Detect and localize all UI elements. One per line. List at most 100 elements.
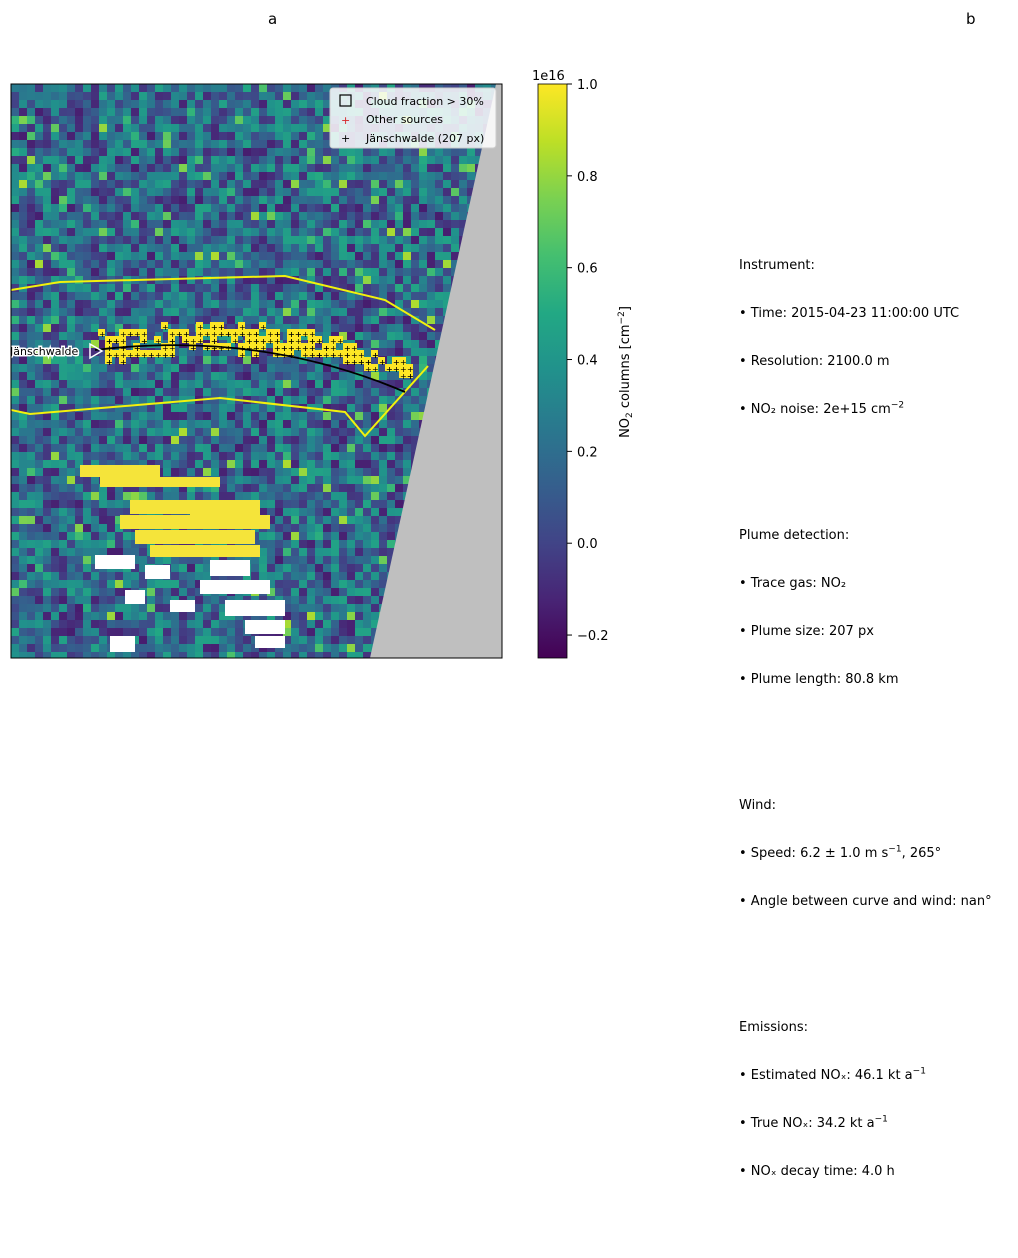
field-cell [211, 108, 219, 116]
plume-pixel [357, 350, 364, 357]
field-cell [187, 116, 195, 124]
field-cell [123, 612, 131, 620]
field-cell [99, 324, 107, 332]
field-cell [67, 396, 75, 404]
field-cell [187, 412, 195, 420]
field-cell [379, 284, 387, 292]
field-cell [355, 500, 363, 508]
colorbar-tick-label: 0.2 [577, 445, 598, 460]
field-cell [155, 604, 163, 612]
field-cell [51, 196, 59, 204]
field-cell [299, 372, 307, 380]
field-cell [155, 492, 163, 500]
field-cell [387, 212, 395, 220]
field-cell [323, 516, 331, 524]
field-cell [107, 324, 115, 332]
field-cell [203, 452, 211, 460]
plume-marker: + [239, 323, 246, 332]
field-cell [99, 452, 107, 460]
field-cell [203, 468, 211, 476]
field-cell [171, 564, 179, 572]
field-cell [83, 596, 91, 604]
field-cell [107, 268, 115, 276]
plume-pixel [231, 329, 238, 336]
field-cell [227, 388, 235, 396]
field-cell [131, 244, 139, 252]
field-cell [235, 196, 243, 204]
field-cell [283, 484, 291, 492]
field-cell [323, 396, 331, 404]
field-cell [299, 92, 307, 100]
field-cell [259, 364, 267, 372]
field-cell [355, 404, 363, 412]
field-cell [43, 372, 51, 380]
plume-marker: + [393, 365, 400, 374]
field-cell [283, 316, 291, 324]
field-cell [11, 516, 19, 524]
colorbar-scale-label: 1e16 [532, 69, 565, 84]
field-cell [235, 484, 243, 492]
plume-marker: + [134, 344, 141, 353]
instrument-block: Instrument: • Time: 2015-04-23 11:00:00 … [739, 226, 992, 450]
plume-marker: + [141, 330, 148, 339]
plume-pixel [392, 364, 399, 371]
field-cell [83, 372, 91, 380]
field-cell [131, 620, 139, 628]
field-cell [163, 108, 171, 116]
field-cell [155, 108, 163, 116]
field-cell [355, 428, 363, 436]
field-cell [259, 492, 267, 500]
field-cell [139, 324, 147, 332]
field-cell [123, 172, 131, 180]
field-cell [235, 388, 243, 396]
field-cell [355, 332, 363, 340]
field-cell [99, 604, 107, 612]
field-cell [35, 652, 43, 658]
field-cell [371, 564, 379, 572]
field-cell [355, 604, 363, 612]
field-cell [291, 196, 299, 204]
field-cell [419, 220, 427, 228]
field-cell [251, 156, 259, 164]
field-cell [67, 156, 75, 164]
field-cell [267, 524, 275, 532]
field-cell [243, 420, 251, 428]
field-cell [315, 316, 323, 324]
field-cell [195, 284, 203, 292]
field-cell [83, 580, 91, 588]
field-cell [11, 612, 19, 620]
field-cell [315, 380, 323, 388]
field-cell [315, 100, 323, 108]
field-cell [403, 188, 411, 196]
field-cell [371, 468, 379, 476]
field-cell [251, 140, 259, 148]
field-cell [83, 92, 91, 100]
field-cell [195, 116, 203, 124]
plume-marker: + [316, 351, 323, 360]
field-cell [163, 452, 171, 460]
field-cell [347, 516, 355, 524]
field-cell [107, 396, 115, 404]
field-cell [83, 396, 91, 404]
field-cell [235, 172, 243, 180]
plume-pixel [224, 329, 231, 336]
field-cell [99, 420, 107, 428]
field-cell [315, 452, 323, 460]
field-cell [267, 436, 275, 444]
field-cell [195, 180, 203, 188]
field-cell [99, 460, 107, 468]
field-cell [291, 100, 299, 108]
field-cell [147, 300, 155, 308]
field-cell [331, 588, 339, 596]
field-cell [11, 444, 19, 452]
field-cell [19, 428, 27, 436]
field-cell [203, 124, 211, 132]
field-cell [435, 308, 443, 316]
field-cell [267, 468, 275, 476]
field-cell [323, 284, 331, 292]
plume-boundary-top [11, 274, 436, 331]
field-cell [475, 148, 483, 156]
field-cell [91, 164, 99, 172]
field-cell [347, 580, 355, 588]
field-cell [331, 524, 339, 532]
